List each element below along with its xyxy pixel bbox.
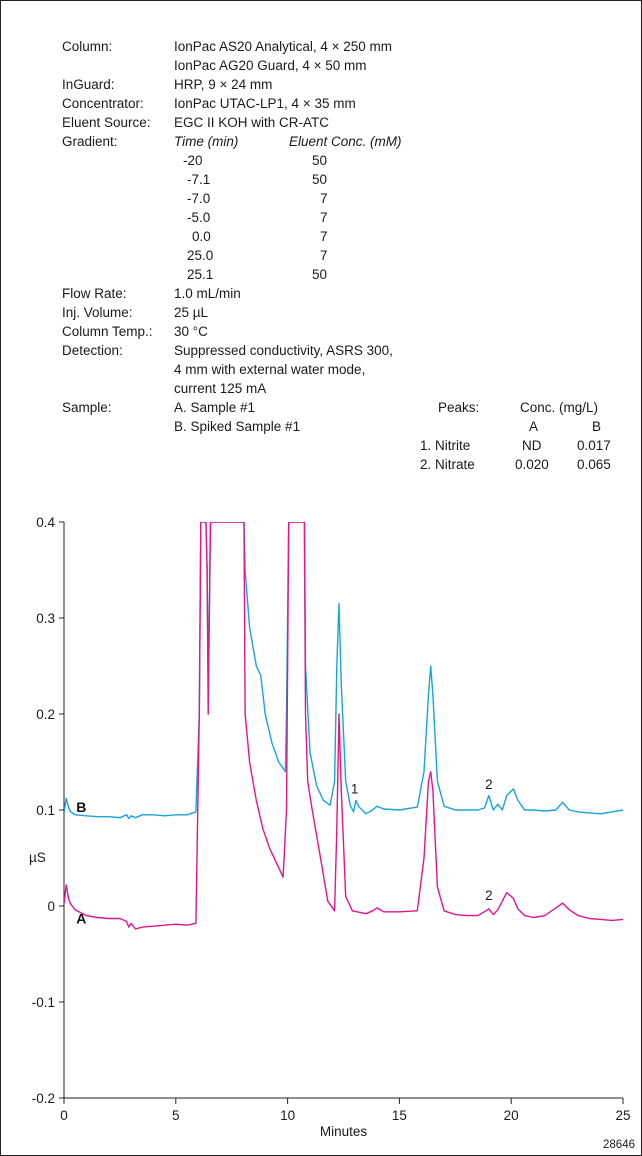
peak-name: 2. Nitrate: [420, 457, 475, 472]
peak-annotation: 1: [351, 782, 359, 797]
condition-label: Column Temp.:: [62, 324, 153, 339]
conditions-block: Column: IonPac AS20 Analytical, 4 × 250 …: [62, 37, 622, 517]
peak-conc-b: 0.017: [577, 438, 611, 453]
gradient-time: -5.0: [187, 210, 211, 225]
gradient-time: 0.0: [192, 229, 211, 244]
condition-value: IonPac UTAC-LP1, 4 × 35 mm: [174, 96, 356, 111]
trace-label: A: [76, 911, 86, 927]
gradient-time: 25.1: [187, 267, 214, 282]
condition-value: 25 µL: [174, 305, 209, 320]
chart-labels: B A 1 2 2: [76, 777, 492, 927]
gradient-conc: 50: [312, 172, 328, 187]
figure-id: 28646: [603, 1139, 635, 1151]
condition-label: Column:: [62, 39, 113, 54]
gradient-time: 25.0: [187, 248, 214, 263]
condition-value: B. Spiked Sample #1: [174, 419, 301, 434]
gradient-time: -7.0: [187, 191, 211, 206]
gradient-time: -20: [183, 153, 203, 168]
gradient-time: -7.1: [187, 172, 211, 187]
x-tick-label: 5: [172, 1108, 180, 1123]
y-tick-label: 0.2: [36, 707, 55, 722]
y-tick-label: -0.2: [32, 1091, 55, 1106]
peak-name: 1. Nitrite: [420, 438, 471, 453]
gradient-conc: 7: [320, 248, 328, 263]
peak-annotation: 2: [485, 777, 493, 792]
peak-conc-a: ND: [522, 438, 542, 453]
peaks-title: Peaks:: [438, 400, 480, 415]
y-tick-label: 0.1: [36, 803, 55, 818]
condition-value: A. Sample #1: [174, 400, 256, 415]
peaks-col-b: B: [592, 419, 602, 434]
gradient-header-time: Time (min): [174, 134, 239, 149]
y-axis-label: µS: [29, 850, 46, 865]
condition-label: Eluent Source:: [62, 115, 151, 130]
series-line-A: [64, 522, 624, 930]
x-tick-label: 0: [60, 1108, 68, 1123]
x-tick-label: 10: [280, 1108, 295, 1123]
peak-annotation: 2: [485, 888, 493, 903]
chart-series: [64, 522, 624, 930]
condition-value: EGC II KOH with CR-ATC: [174, 115, 330, 130]
x-tick-label: 20: [504, 1108, 519, 1123]
condition-label: Gradient:: [62, 134, 118, 149]
condition-value: IonPac AG20 Guard, 4 × 50 mm: [174, 58, 367, 73]
x-tick-label: 15: [392, 1108, 407, 1123]
condition-value: 1.0 mL/min: [174, 286, 241, 301]
gradient-conc: 7: [320, 191, 328, 206]
condition-label: Detection:: [62, 343, 123, 358]
condition-label: Sample:: [62, 400, 112, 415]
condition-value: current 125 mA: [174, 381, 267, 396]
y-tick-label: 0.4: [36, 515, 55, 530]
x-axis-label: Minutes: [320, 1124, 368, 1139]
y-tick-label: 0.3: [36, 611, 55, 626]
gradient-conc: 50: [312, 267, 328, 282]
gradient-conc: 7: [320, 229, 328, 244]
gradient-header-conc: Eluent Conc. (mM): [289, 134, 402, 149]
y-tick-label: 0: [47, 899, 55, 914]
peaks-conc-header: Conc. (mg/L): [520, 400, 599, 415]
condition-value: Suppressed conductivity, ASRS 300,: [174, 343, 393, 358]
x-tick-label: 25: [615, 1108, 630, 1123]
series-line-B: [64, 522, 624, 820]
condition-value: IonPac AS20 Analytical, 4 × 250 mm: [174, 39, 393, 54]
y-tick-label: -0.1: [32, 995, 55, 1010]
peak-conc-b: 0.065: [577, 457, 611, 472]
condition-value: 30 °C: [174, 324, 208, 339]
peak-conc-a: 0.020: [515, 457, 549, 472]
peaks-table: Peaks: Conc. (mg/L) A B 1. Nitrite ND 0.…: [420, 398, 630, 493]
condition-value: 4 mm with external water mode,: [174, 362, 366, 377]
chart-axes: -0.2 -0.1 0 0.1 0.2 0.3 0.4 0 5 10 15 20 25 Minutes µS…: [29, 515, 635, 1151]
condition-label: Concentrator:: [62, 96, 144, 111]
gradient-conc: 7: [320, 210, 328, 225]
condition-label: Flow Rate:: [62, 286, 127, 301]
gradient-conc: 50: [312, 153, 328, 168]
condition-label: InGuard:: [62, 77, 115, 92]
trace-label: B: [76, 799, 86, 815]
condition-label: Inj. Volume:: [62, 305, 133, 320]
condition-value: HRP, 9 × 24 mm: [174, 77, 273, 92]
peaks-col-a: A: [529, 419, 539, 434]
